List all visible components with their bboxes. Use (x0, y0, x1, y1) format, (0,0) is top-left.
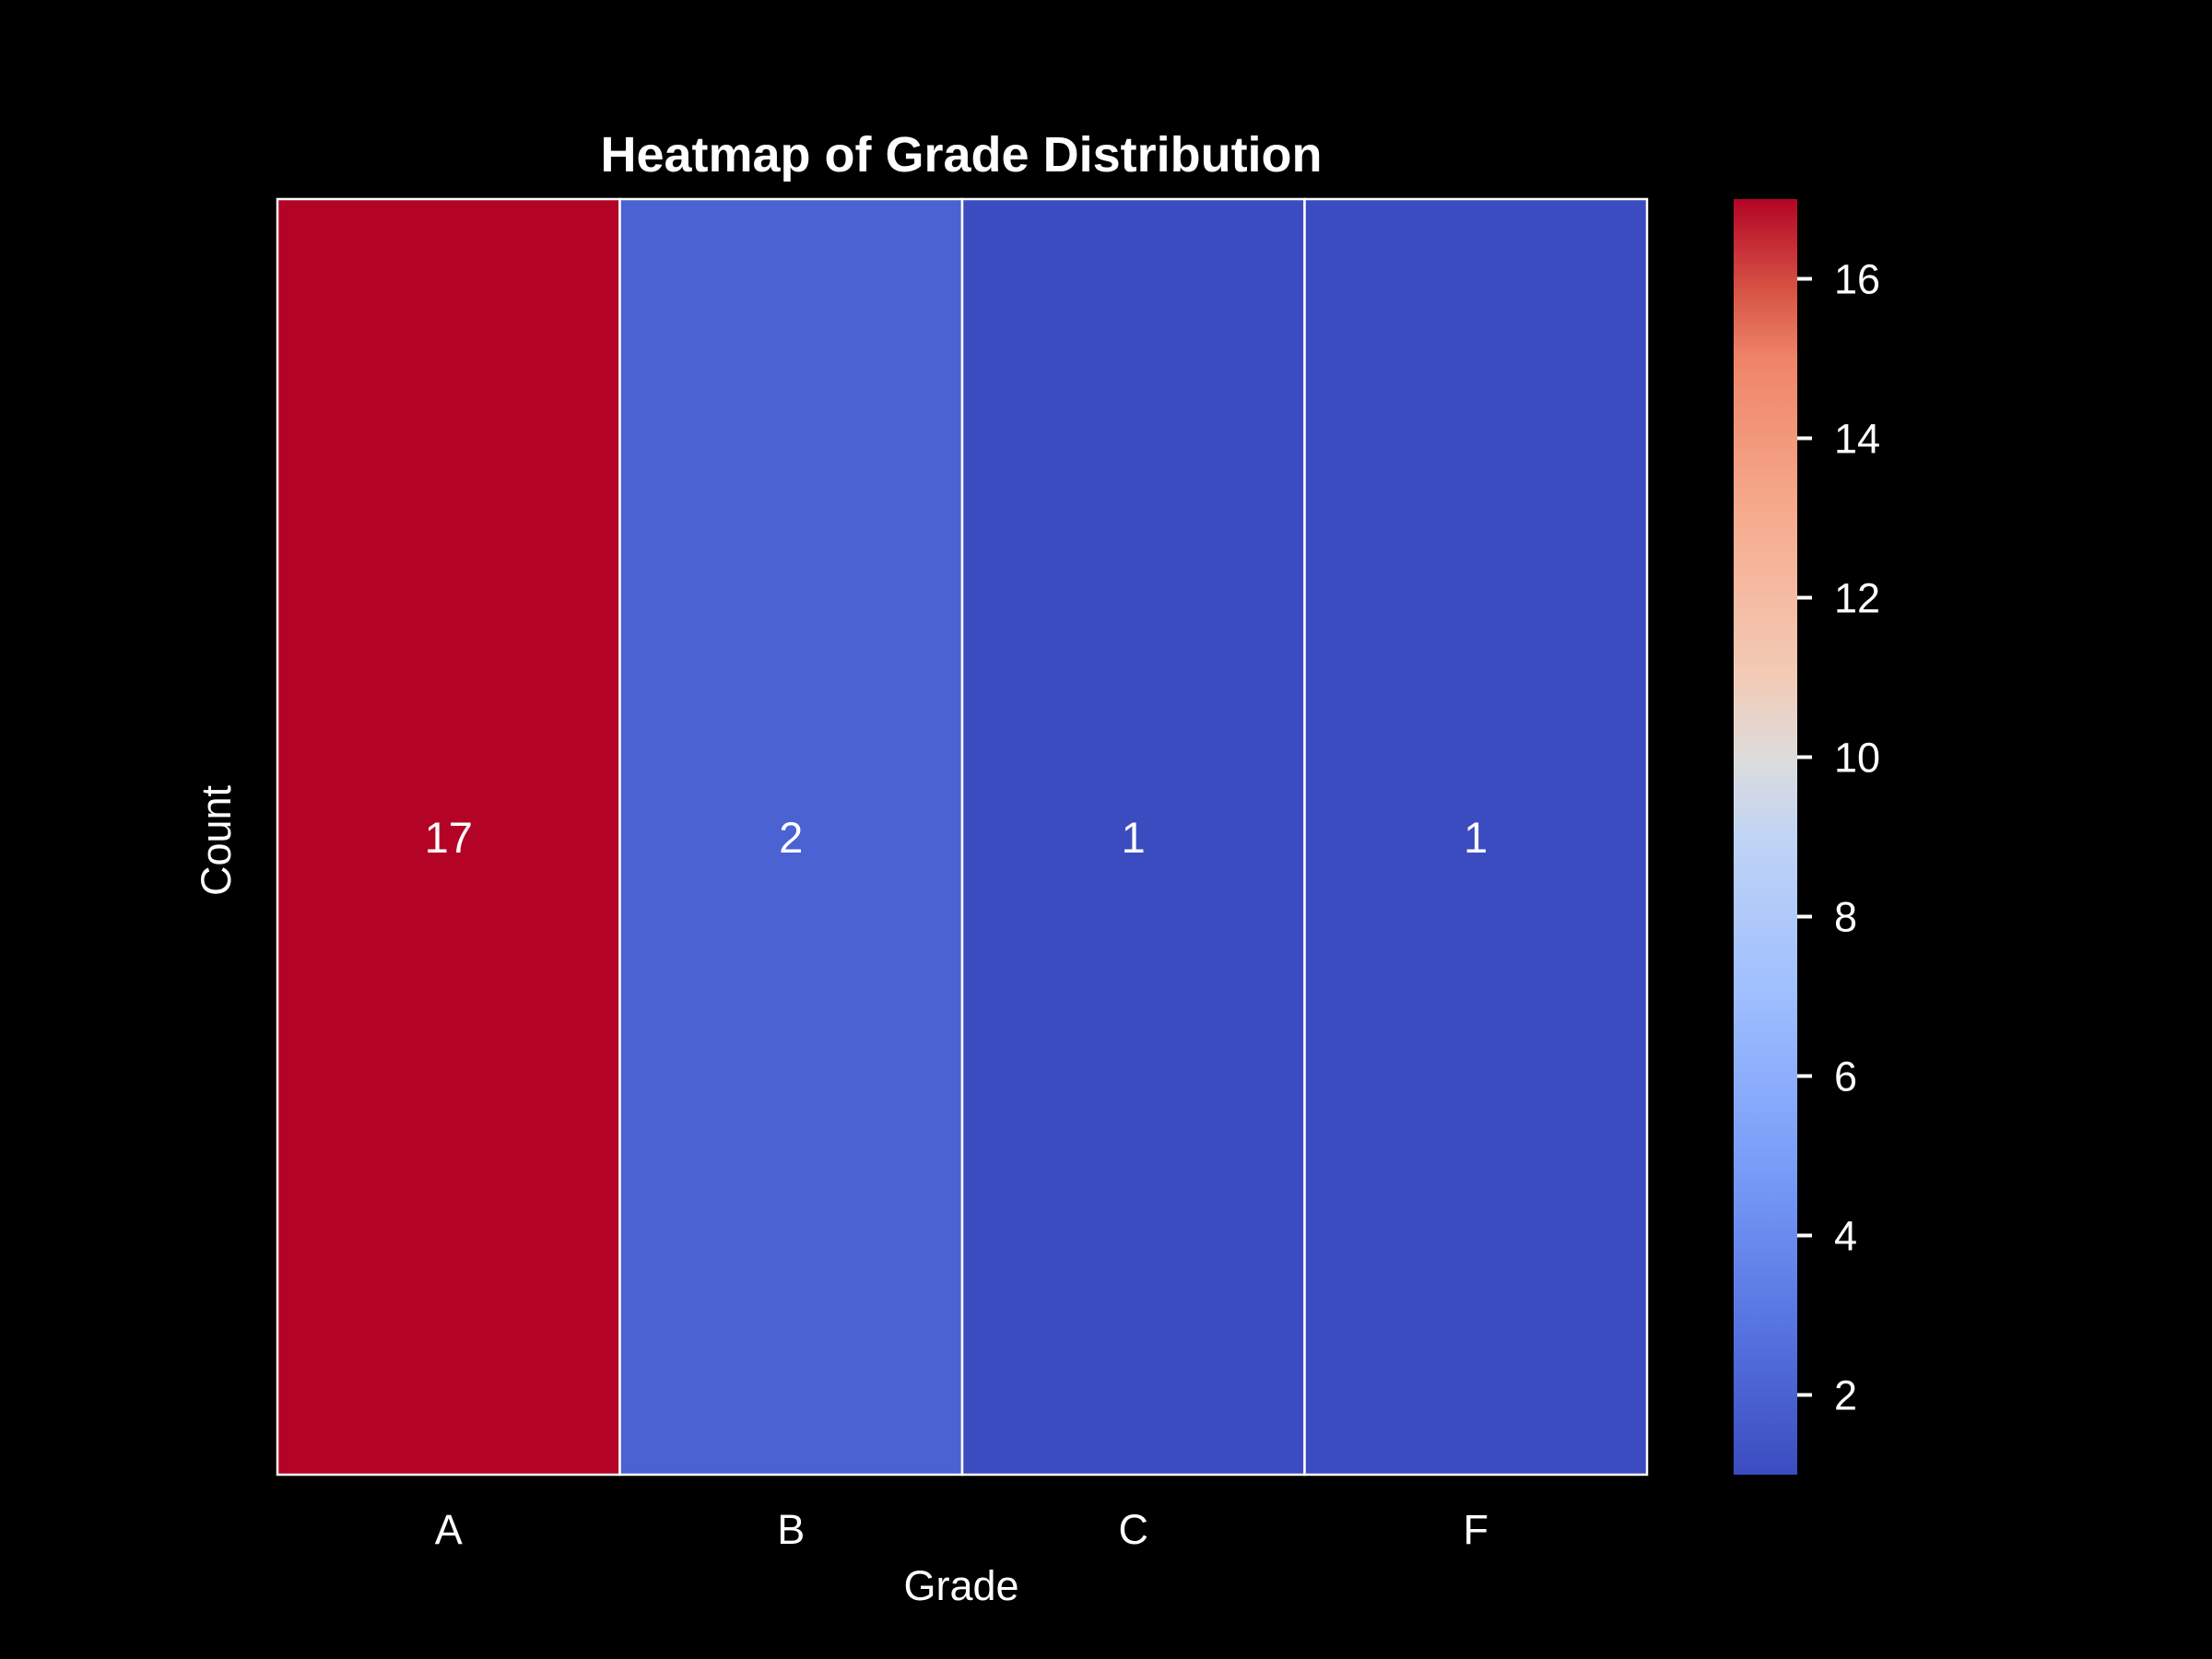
x-tick-label-f: F (1464, 1506, 1489, 1553)
colorbar-tick-label-6: 6 (1834, 1053, 1857, 1100)
colorbar-tick-label-4: 4 (1834, 1213, 1857, 1260)
colorbar-ticks: 2 4 6 8 10 12 14 16 (1797, 256, 1880, 1419)
colorbar-tick-label-8: 8 (1834, 894, 1857, 941)
heatmap-cells (276, 197, 1649, 1477)
y-axis-label: Count (193, 784, 240, 896)
colorbar-tick-label-16: 16 (1834, 256, 1880, 303)
colorbar-tick-label-10: 10 (1834, 735, 1880, 782)
cell-value-label-f: 1 (1464, 813, 1488, 862)
x-tick-label-a: A (435, 1506, 463, 1553)
colorbar-tick-label-12: 12 (1834, 575, 1880, 622)
colorbar-tick-label-14: 14 (1834, 416, 1880, 463)
heatmap-cell-c (960, 197, 1306, 1477)
heatmap-cell-b (618, 197, 964, 1477)
cell-value-label-a: 17 (425, 813, 473, 862)
cell-value-label-c: 1 (1122, 813, 1146, 862)
x-axis-label: Grade (903, 1562, 1018, 1609)
colorbar-tick-label-2: 2 (1834, 1372, 1857, 1419)
x-tick-label-b: B (777, 1506, 805, 1553)
x-tick-label-c: C (1119, 1506, 1149, 1553)
heatmap-cell-labels: 17 2 1 1 (425, 813, 1488, 862)
heatmap-cell-f (1303, 197, 1649, 1477)
chart-title: Heatmap of Grade Distribution (600, 127, 1322, 182)
colorbar (1734, 199, 1797, 1475)
heatmap-cell-a (276, 197, 621, 1477)
cell-value-label-b: 2 (779, 813, 803, 862)
